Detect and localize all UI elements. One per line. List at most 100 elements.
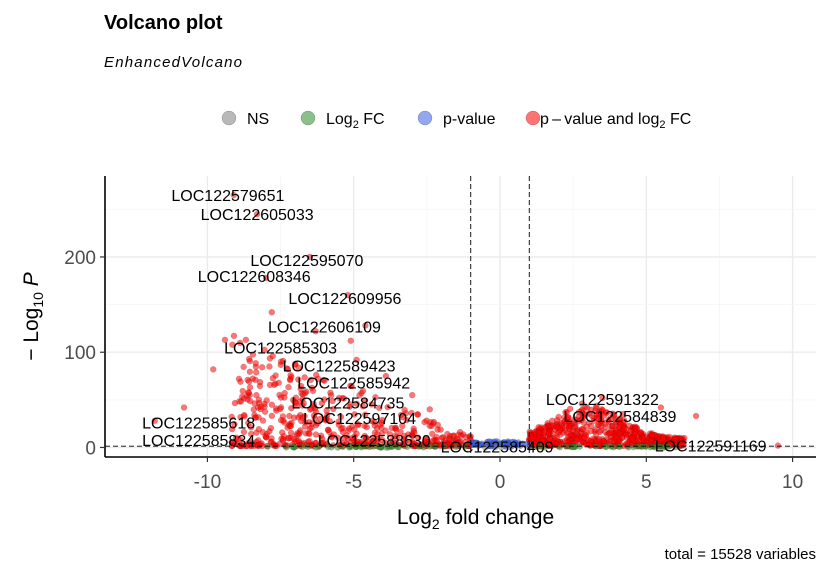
cloud-point [575,408,583,416]
gene-label: LOC122585618 [142,416,255,433]
cloud-point [586,410,593,417]
cloud-point [378,424,385,432]
cloud-point [626,422,633,430]
data-point [692,412,700,420]
gene-label: LOC122584839 [563,409,676,426]
gene-label: LOC122591322 [546,392,659,409]
cloud-point [257,403,264,410]
cloud-point [680,442,687,449]
cloud-point [389,436,396,444]
data-point [230,191,237,199]
cloud-point [353,400,361,408]
cloud-point [426,422,433,429]
legend-label-pvalue: p-value [443,111,496,128]
cloud-point [269,375,277,382]
cloud-point [304,443,312,450]
data-point [394,443,401,451]
gene-label: LOC122609956 [288,291,401,308]
cloud-point [354,421,362,429]
data-point [306,253,314,261]
cloud-point [561,418,568,425]
point-cloud [228,332,688,451]
cloud-point [351,411,358,418]
cloud-point [372,394,379,401]
cloud-point [629,435,636,442]
cloud-point [240,395,248,402]
cloud-point [384,403,391,411]
x-tick-label: -10 [194,472,221,493]
cloud-point [610,412,617,419]
cloud-point [587,427,595,435]
cloud-point [328,433,335,440]
gene-label: LOC122579651 [171,188,284,205]
cloud-point [279,357,287,365]
cloud-point [236,398,243,405]
cloud-point [666,434,674,441]
cloud-point [299,391,307,398]
cloud-point [600,437,607,445]
cloud-point [359,403,367,410]
cloud-point [247,424,255,431]
cloud-point [239,387,246,395]
gene-label: LOC122597104 [303,411,416,428]
cloud-point [309,387,317,395]
cloud-point [249,351,257,358]
data-point [312,328,319,335]
cloud-point [306,425,314,432]
cloud-point [337,413,345,421]
cloud-point [252,414,259,421]
cloud-point [285,435,292,442]
cloud-point [408,409,415,417]
cloud-point [616,430,623,437]
cloud-point [306,406,314,413]
cloud-point [607,429,614,436]
data-point [268,309,275,316]
cloud-point [299,443,306,450]
data-point [672,443,679,451]
cloud-point [247,438,254,445]
chart-caption: total = 15528 variables [664,546,816,563]
cloud-point [592,404,600,412]
cloud-point [231,439,239,446]
cloud-point [368,401,375,408]
cloud-point [301,374,308,381]
cloud-point [245,355,253,363]
cloud-point [294,430,301,437]
cloud-point [394,433,401,440]
cloud-point [659,435,667,442]
cloud-point [399,422,406,430]
cloud-point [401,432,408,440]
cloud-point [277,405,284,413]
data-point [517,442,524,449]
data-point [409,391,416,399]
cloud-point [251,400,258,407]
cloud-point [348,382,355,390]
cloud-point [363,434,370,442]
cloud-point [313,371,320,379]
cloud-point [284,365,292,373]
cloud-point [550,430,557,438]
cloud-point [526,432,534,439]
cloud-point [289,396,297,404]
cloud-point [347,401,355,408]
cloud-point [433,437,441,444]
cloud-point [246,368,254,375]
cloud-point [285,383,292,391]
data-point [619,410,627,418]
cloud-point [403,416,410,424]
cloud-point [637,429,644,436]
data-point [210,366,217,373]
cloud-point [240,411,248,419]
cloud-point [429,430,436,438]
cloud-point [330,405,337,413]
cloud-point [229,341,236,348]
cloud-point [356,392,363,399]
cloud-point [267,424,275,432]
cloud-point [283,444,290,451]
cloud-point [565,414,572,421]
data-point [221,336,229,344]
cloud-point [374,430,381,438]
cloud-point [236,339,244,347]
cloud-point [281,389,288,397]
data-point [353,356,360,364]
